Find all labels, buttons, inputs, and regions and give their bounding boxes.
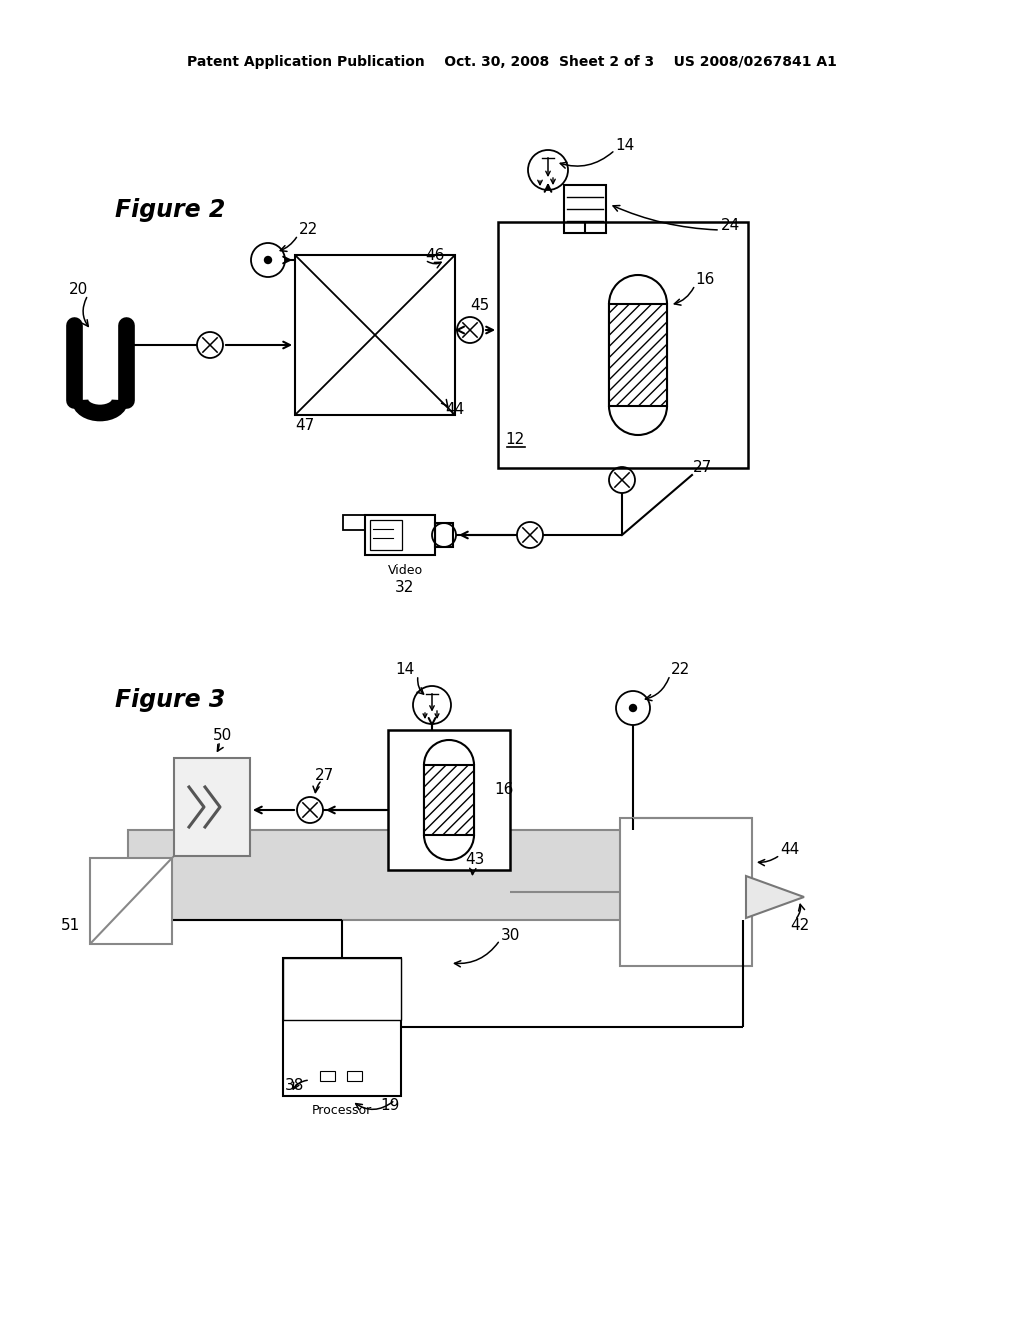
- Text: 47: 47: [295, 417, 314, 433]
- Text: 19: 19: [380, 1097, 399, 1113]
- Text: 42: 42: [791, 917, 810, 932]
- Text: 51: 51: [60, 917, 80, 932]
- Bar: [498, 222, 748, 469]
- Text: Patent Application Publication    Oct. 30, 2008  Sheet 2 of 3    US 2008/0267841: Patent Application Publication Oct. 30, …: [187, 55, 837, 69]
- Text: 30: 30: [501, 928, 520, 942]
- Text: Figure 2: Figure 2: [115, 198, 225, 222]
- Text: Video: Video: [387, 564, 423, 577]
- Text: 43: 43: [465, 853, 484, 867]
- Text: 16: 16: [495, 783, 514, 797]
- Bar: [295, 255, 455, 414]
- Text: 14: 14: [615, 137, 635, 153]
- Polygon shape: [746, 876, 804, 917]
- Bar: [620, 818, 752, 966]
- Text: 45: 45: [470, 297, 489, 313]
- Text: 22: 22: [671, 663, 689, 677]
- Bar: [365, 515, 435, 554]
- Bar: [435, 523, 453, 546]
- Text: 44: 44: [445, 403, 465, 417]
- Text: Figure 3: Figure 3: [115, 688, 225, 711]
- Text: 16: 16: [695, 272, 715, 288]
- Bar: [347, 1071, 362, 1081]
- Text: 32: 32: [395, 579, 415, 594]
- Bar: [283, 958, 401, 1096]
- Bar: [609, 304, 667, 407]
- Bar: [174, 758, 250, 855]
- Bar: [283, 958, 401, 1020]
- Text: 14: 14: [395, 663, 415, 677]
- Bar: [343, 515, 365, 531]
- Text: 24: 24: [720, 218, 739, 232]
- Text: 27: 27: [315, 767, 335, 783]
- Text: Processor: Processor: [312, 1105, 372, 1118]
- Text: 27: 27: [692, 459, 712, 474]
- Bar: [370, 520, 402, 550]
- Text: 12: 12: [506, 433, 524, 447]
- Circle shape: [630, 705, 637, 711]
- Bar: [90, 858, 172, 944]
- Text: 44: 44: [780, 842, 800, 858]
- Text: 46: 46: [425, 248, 444, 263]
- Bar: [128, 830, 743, 920]
- Text: 38: 38: [286, 1077, 305, 1093]
- Bar: [388, 730, 510, 870]
- Bar: [319, 1071, 335, 1081]
- Text: 22: 22: [298, 223, 317, 238]
- Bar: [564, 185, 606, 234]
- Bar: [424, 766, 474, 836]
- Circle shape: [264, 256, 271, 264]
- Text: 50: 50: [212, 729, 231, 743]
- Text: 20: 20: [69, 282, 88, 297]
